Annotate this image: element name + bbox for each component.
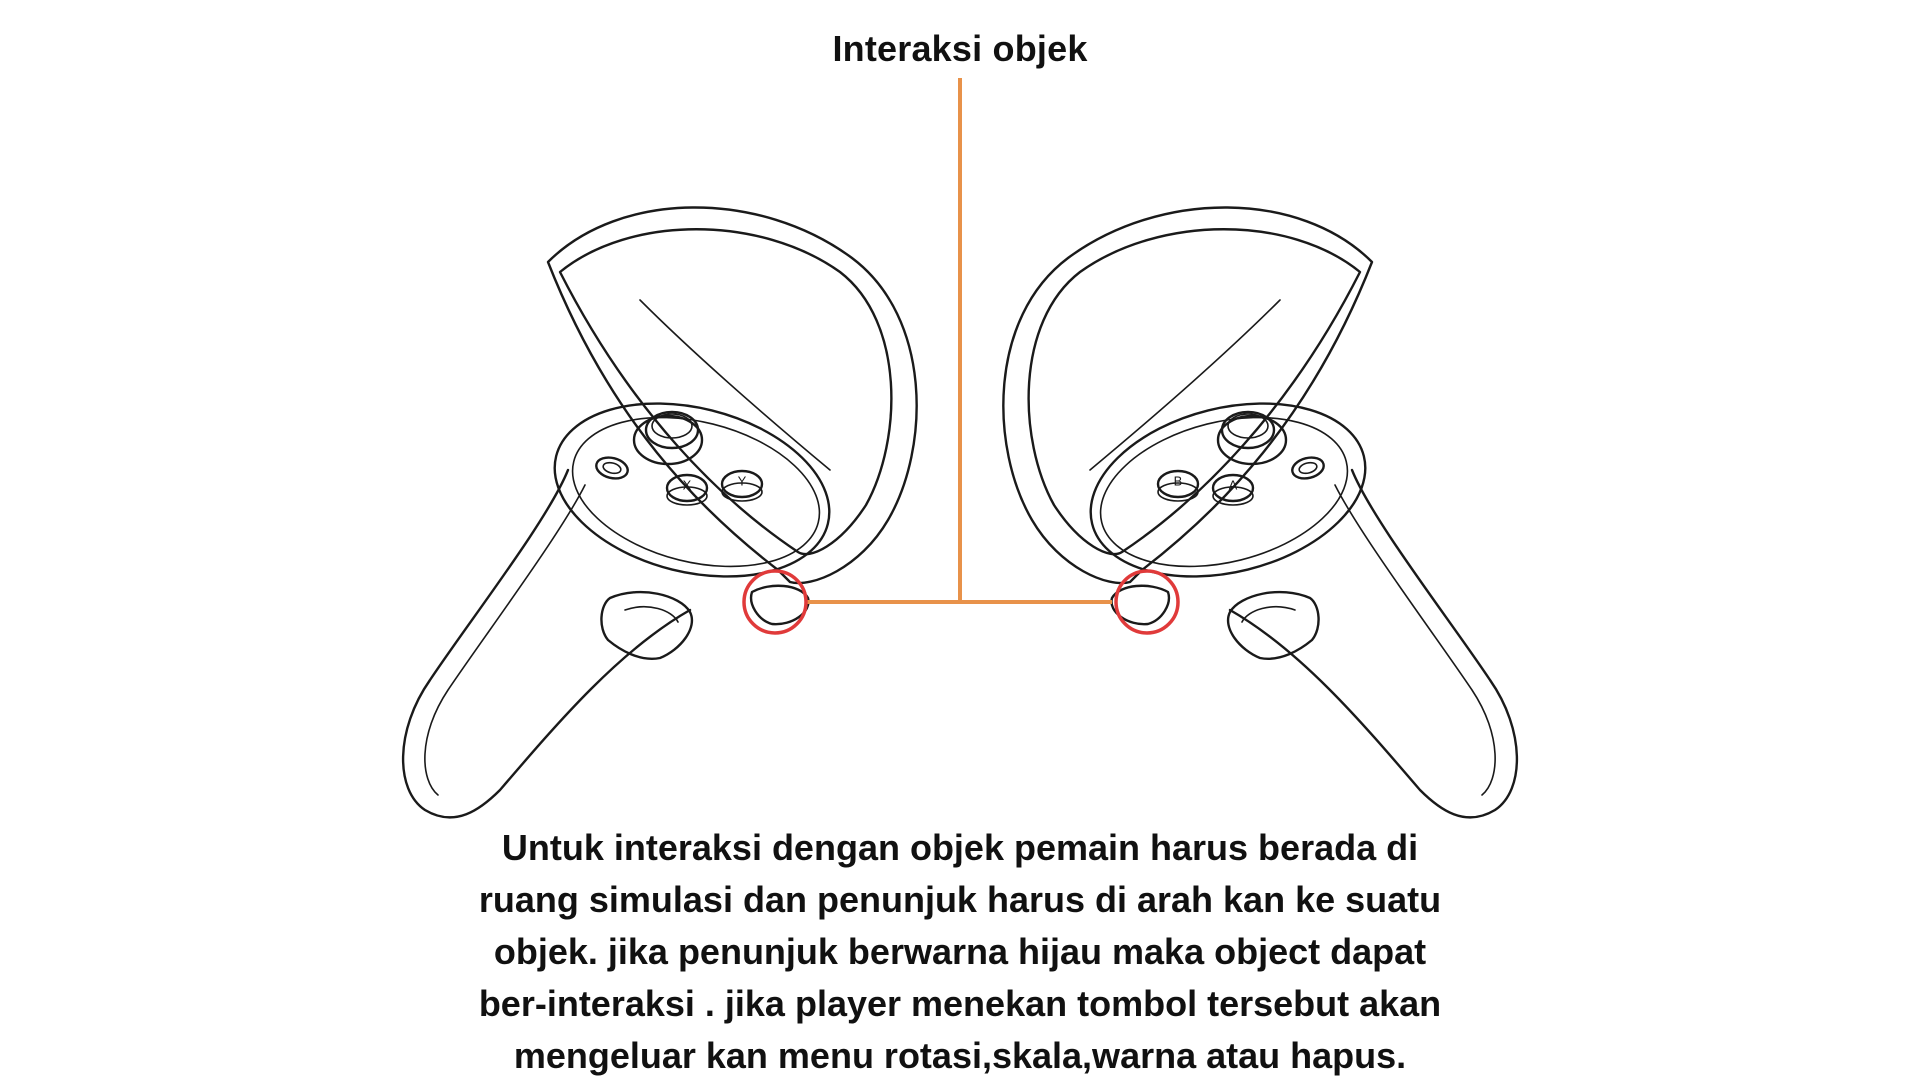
left-thumbstick-base	[632, 414, 704, 466]
right-button-a: A	[1211, 473, 1255, 506]
left-grip	[749, 584, 810, 626]
right-face-plate	[1089, 402, 1367, 578]
left-button-x-label: X	[683, 477, 692, 492]
left-face-plate-inner	[571, 416, 821, 568]
caption-line: ber-interaksi . jika player menekan tomb…	[478, 983, 1442, 1024]
right-button-b-label: B	[1174, 473, 1183, 488]
left-menu-button-inner	[602, 461, 622, 475]
left-button-x: X	[665, 473, 709, 506]
left-menu-button	[595, 456, 629, 480]
right-menu-button-inner	[1298, 461, 1318, 475]
caption-line: Untuk interaksi dengan objek pemain haru…	[501, 827, 1419, 868]
right-button-b: B	[1156, 469, 1200, 502]
right-ring-band	[1089, 299, 1281, 471]
right-grip-highlight-circle	[1114, 569, 1180, 635]
right-thumbstick-top	[1227, 413, 1269, 439]
leader-lines	[806, 78, 1112, 604]
left-grip-highlight-circle	[742, 569, 808, 635]
left-thumbstick-cap	[644, 410, 700, 450]
caption-line: objek. jika penunjuk berwarna hijau maka…	[493, 931, 1427, 972]
diagram-caption: Untuk interaksi dengan objek pemain haru…	[430, 822, 1490, 1082]
diagram-title: Interaksi objek	[832, 28, 1088, 69]
right-menu-button	[1291, 456, 1325, 480]
right-thumbstick-base	[1216, 414, 1288, 466]
right-thumbstick-cap	[1220, 410, 1276, 450]
left-tracking-ring-inner	[558, 228, 893, 556]
caption-line: ruang simulasi dan penunjuk harus di ara…	[478, 879, 1442, 920]
right-face-plate-inner	[1099, 416, 1349, 568]
left-controller: X Y	[401, 206, 918, 819]
left-handle	[401, 468, 692, 819]
right-trigger-inner	[1241, 606, 1296, 623]
left-ring-band	[639, 299, 831, 471]
right-tracking-ring-inner	[1027, 228, 1362, 556]
right-handle-inner	[1334, 484, 1496, 796]
left-face-plate	[553, 402, 831, 578]
left-button-y-label: Y	[738, 473, 747, 488]
right-tracking-ring-outer	[1002, 206, 1374, 585]
right-button-a-label: A	[1229, 477, 1238, 492]
right-trigger	[1227, 590, 1320, 660]
left-thumbstick-top	[651, 413, 693, 439]
left-handle-inner	[424, 484, 586, 796]
left-trigger-inner	[624, 606, 679, 623]
right-controller: B A	[1002, 206, 1519, 819]
caption-line: mengeluar kan menu rotasi,skala,warna at…	[513, 1035, 1407, 1076]
left-trigger	[600, 590, 693, 660]
left-tracking-ring-outer	[546, 206, 918, 585]
left-button-y: Y	[720, 469, 764, 502]
right-handle	[1228, 468, 1519, 819]
